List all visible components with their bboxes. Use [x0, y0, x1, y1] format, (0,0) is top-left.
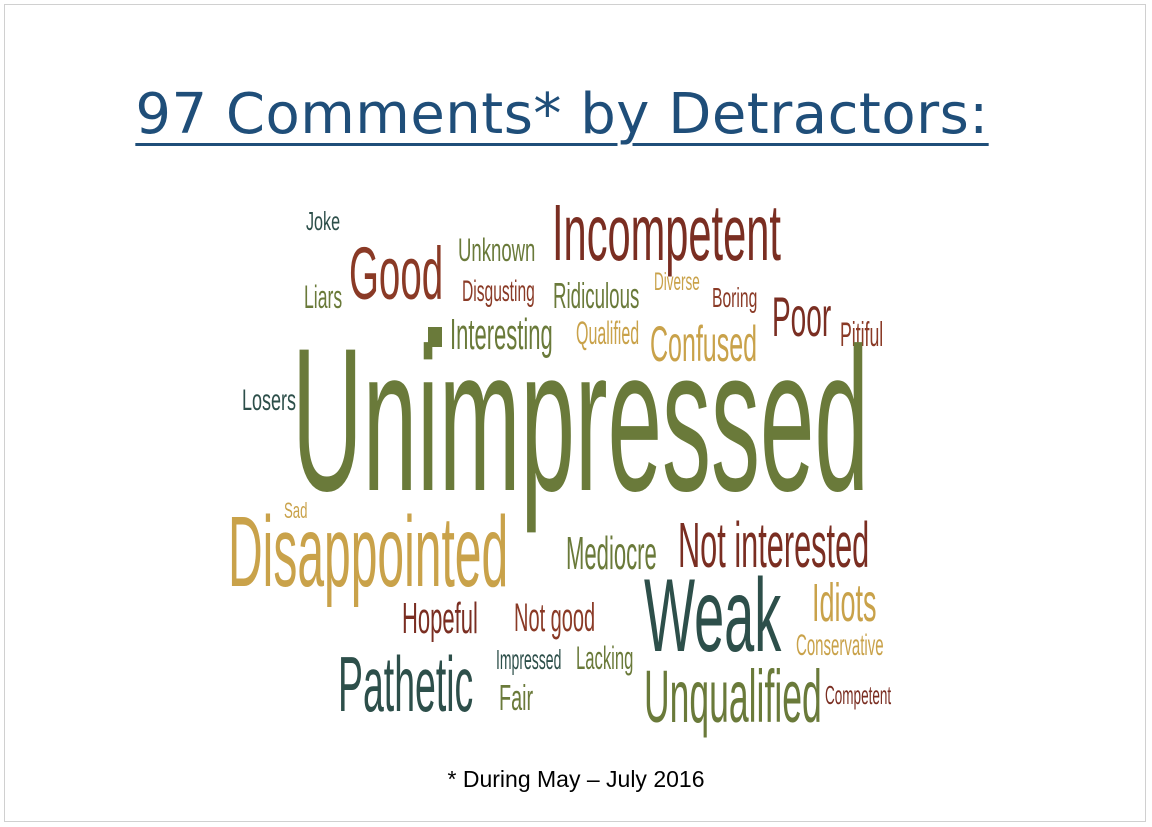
word-good: Good [349, 232, 444, 315]
word-not-good: Not good [514, 596, 596, 640]
word-fair: Fair [499, 677, 534, 718]
bullet-marker [428, 327, 442, 347]
word-interesting: Interesting [450, 310, 553, 359]
word-liars: Liars [304, 279, 343, 315]
word-cloud: Joke Incompetent Unknown Good Liars Disg… [228, 188, 892, 738]
word-diverse: Diverse [654, 268, 700, 296]
word-ridiculous: Ridiculous [553, 275, 640, 316]
word-competent: Competent [825, 680, 892, 710]
word-idiots: Idiots [812, 573, 877, 633]
word-disappointed: Disappointed [228, 496, 509, 608]
word-joke: Joke [306, 206, 341, 236]
word-impressed: Impressed [496, 644, 562, 675]
word-losers: Losers [242, 384, 297, 417]
word-unimpressed: Unimpressed [292, 306, 869, 534]
word-qualified: Qualified [576, 315, 640, 351]
word-pathetic: Pathetic [338, 640, 474, 728]
word-weak: Weak [644, 558, 782, 674]
word-not-interested: Not interested [678, 509, 870, 581]
word-unqualified: Unqualified [644, 655, 822, 738]
word-lacking: Lacking [576, 640, 634, 676]
word-conservative: Conservative [796, 629, 884, 662]
word-pitiful: Pitiful [840, 316, 884, 354]
word-sad: Sad [284, 498, 308, 523]
word-mediocre: Mediocre [566, 527, 657, 579]
word-boring: Boring [712, 282, 758, 313]
word-unknown: Unknown [458, 232, 536, 268]
word-incompetent: Incompetent [552, 188, 781, 277]
word-poor: Poor [772, 285, 832, 348]
word-hopeful: Hopeful [402, 594, 478, 643]
footnote: * During May – July 2016 [447, 766, 705, 792]
slide [4, 4, 1146, 822]
slide-title: 97 Comments* by Detractors: [135, 82, 989, 147]
word-disgusting: Disgusting [462, 275, 535, 308]
word-confused: Confused [650, 316, 758, 372]
